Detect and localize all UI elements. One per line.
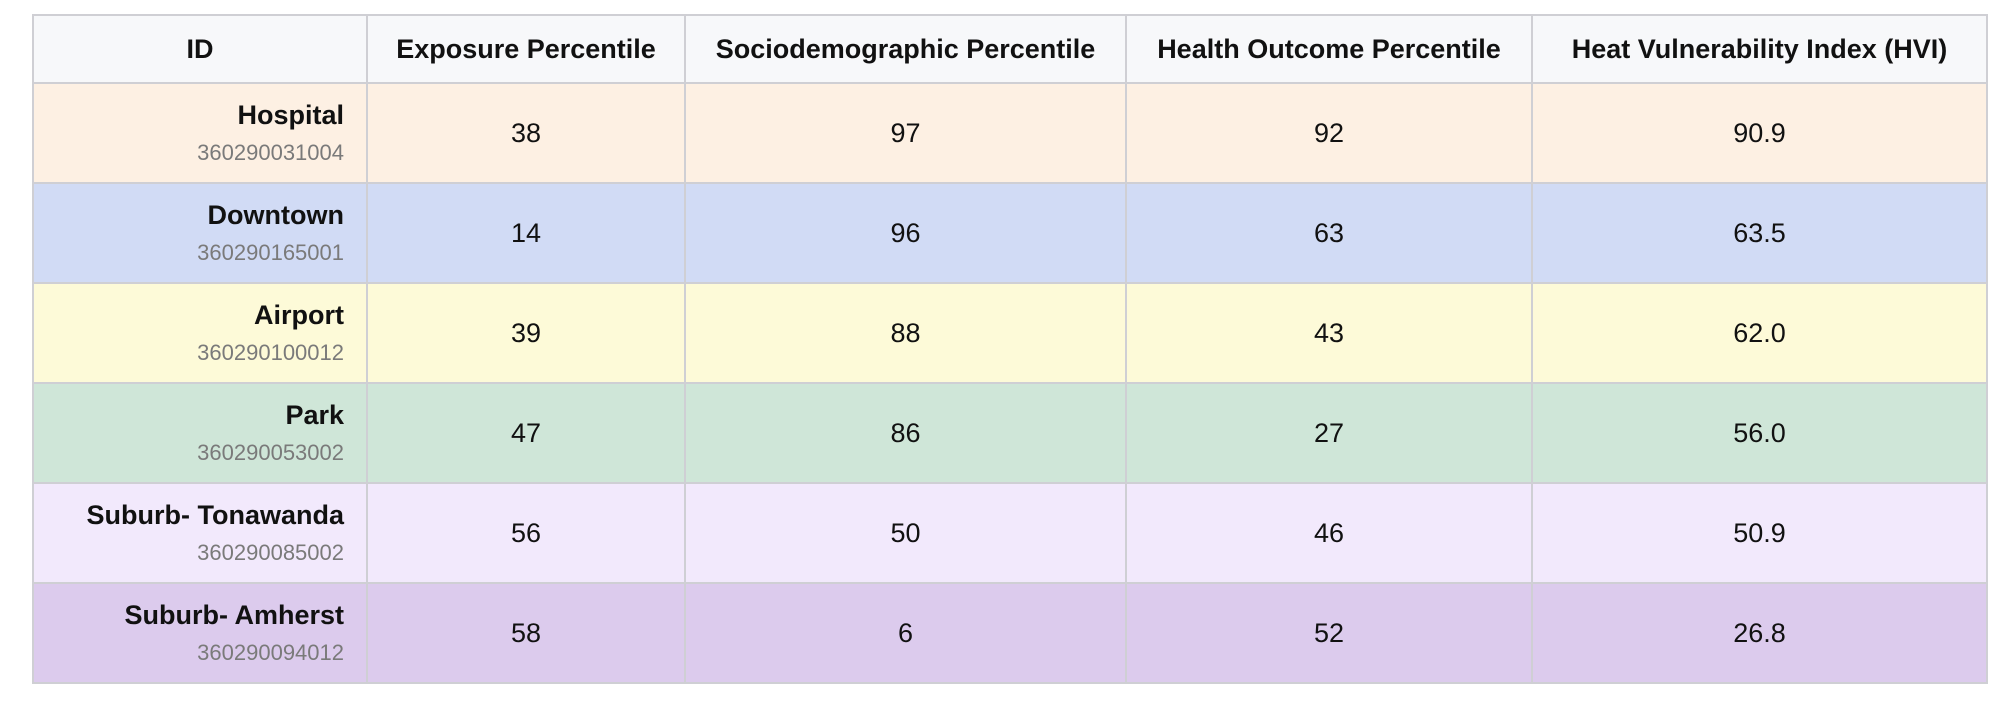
row-code: 360290165001 xyxy=(197,240,344,265)
table-header: ID Exposure Percentile Sociodemographic … xyxy=(32,14,1988,84)
row-code: 360290085002 xyxy=(197,540,344,565)
health-outcome-cell: 63 xyxy=(1125,182,1533,284)
column-header-sociodemographic: Sociodemographic Percentile xyxy=(684,14,1127,84)
id-cell: Hospital 360290031004 xyxy=(32,82,368,184)
sociodemographic-cell: 86 xyxy=(684,382,1127,484)
table-row: Airport 360290100012 39 88 43 62.0 xyxy=(32,282,1988,384)
row-name: Park xyxy=(285,400,344,430)
hvi-cell: 62.0 xyxy=(1531,282,1988,384)
table-row: Suburb- Tonawanda 360290085002 56 50 46 … xyxy=(32,482,1988,584)
table-row: Downtown 360290165001 14 96 63 63.5 xyxy=(32,182,1988,284)
exposure-cell: 56 xyxy=(366,482,686,584)
hvi-cell: 90.9 xyxy=(1531,82,1988,184)
sociodemographic-cell: 96 xyxy=(684,182,1127,284)
health-outcome-cell: 52 xyxy=(1125,582,1533,684)
sociodemographic-cell: 6 xyxy=(684,582,1127,684)
exposure-cell: 38 xyxy=(366,82,686,184)
hvi-cell: 56.0 xyxy=(1531,382,1988,484)
sociodemographic-cell: 50 xyxy=(684,482,1127,584)
row-code: 360290053002 xyxy=(197,440,344,465)
sociodemographic-cell: 88 xyxy=(684,282,1127,384)
column-header-health-outcome: Health Outcome Percentile xyxy=(1125,14,1533,84)
hvi-table-container: ID Exposure Percentile Sociodemographic … xyxy=(32,14,1988,684)
id-cell: Suburb- Tonawanda 360290085002 xyxy=(32,482,368,584)
hvi-cell: 26.8 xyxy=(1531,582,1988,684)
row-code: 360290031004 xyxy=(197,140,344,165)
hvi-cell: 63.5 xyxy=(1531,182,1988,284)
column-header-exposure: Exposure Percentile xyxy=(366,14,686,84)
row-name: Suburb- Tonawanda xyxy=(86,500,345,530)
health-outcome-cell: 46 xyxy=(1125,482,1533,584)
hvi-table: ID Exposure Percentile Sociodemographic … xyxy=(32,14,1988,684)
table-row: Hospital 360290031004 38 97 92 90.9 xyxy=(32,82,1988,184)
table-body: Hospital 360290031004 38 97 92 90.9 Down… xyxy=(32,82,1988,684)
column-header-id: ID xyxy=(32,14,368,84)
id-cell: Airport 360290100012 xyxy=(32,282,368,384)
health-outcome-cell: 43 xyxy=(1125,282,1533,384)
row-name: Downtown xyxy=(207,200,344,230)
hvi-cell: 50.9 xyxy=(1531,482,1988,584)
row-code: 360290100012 xyxy=(197,340,344,365)
exposure-cell: 47 xyxy=(366,382,686,484)
row-name: Hospital xyxy=(237,100,344,130)
table-row: Suburb- Amherst 360290094012 58 6 52 26.… xyxy=(32,582,1988,684)
exposure-cell: 39 xyxy=(366,282,686,384)
exposure-cell: 58 xyxy=(366,582,686,684)
exposure-cell: 14 xyxy=(366,182,686,284)
row-code: 360290094012 xyxy=(197,640,344,665)
header-row: ID Exposure Percentile Sociodemographic … xyxy=(32,14,1988,84)
health-outcome-cell: 92 xyxy=(1125,82,1533,184)
column-header-hvi: Heat Vulnerability Index (HVI) xyxy=(1531,14,1988,84)
row-name: Airport xyxy=(254,300,344,330)
id-cell: Suburb- Amherst 360290094012 xyxy=(32,582,368,684)
health-outcome-cell: 27 xyxy=(1125,382,1533,484)
id-cell: Downtown 360290165001 xyxy=(32,182,368,284)
sociodemographic-cell: 97 xyxy=(684,82,1127,184)
id-cell: Park 360290053002 xyxy=(32,382,368,484)
table-row: Park 360290053002 47 86 27 56.0 xyxy=(32,382,1988,484)
row-name: Suburb- Amherst xyxy=(124,600,344,630)
